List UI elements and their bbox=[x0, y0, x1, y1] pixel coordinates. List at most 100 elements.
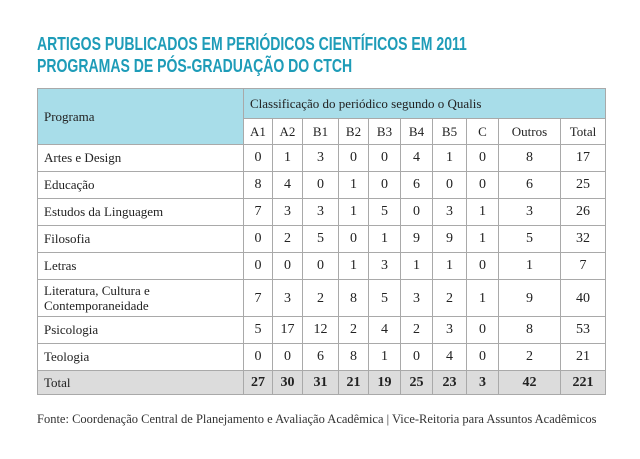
number-cell: 1 bbox=[338, 171, 369, 199]
number-cell: 1 bbox=[432, 144, 467, 172]
number-cell: 7 bbox=[243, 198, 273, 226]
column-header: B2 bbox=[338, 118, 369, 145]
number-cell: 9 bbox=[400, 225, 433, 253]
table-row: Estudos da Linguagem 7 3 3 1 5 0 3 1 3 26 bbox=[37, 198, 607, 226]
number-cell: 9 bbox=[432, 225, 467, 253]
number-cell: 9 bbox=[498, 279, 561, 317]
table-row: Teologia 0 0 6 8 1 0 4 0 2 21 bbox=[37, 343, 607, 371]
number-cell: 0 bbox=[243, 225, 273, 253]
number-cell: 26 bbox=[559, 198, 607, 226]
header-row: A1 A2 B1 B2 B3 B4 B5 C Outros Total bbox=[38, 118, 607, 145]
number-cell: 8 bbox=[498, 144, 561, 172]
number-cell: 221 bbox=[559, 370, 607, 395]
number-cell: 1 bbox=[368, 225, 401, 253]
number-cell: 0 bbox=[302, 171, 339, 199]
number-cell: 3 bbox=[302, 144, 339, 172]
number-cell: 0 bbox=[466, 252, 499, 280]
number-cell: 4 bbox=[272, 171, 303, 199]
number-cell: 1 bbox=[498, 252, 561, 280]
number-cell: 31 bbox=[302, 370, 339, 395]
row-label: Letras bbox=[37, 252, 244, 280]
number-cell: 6 bbox=[400, 171, 433, 199]
row-label: Literatura, Cultura e Contemporaneidade bbox=[37, 279, 244, 317]
number-cell: 4 bbox=[368, 316, 401, 344]
number-cell: 42 bbox=[498, 370, 561, 395]
number-cell: 1 bbox=[338, 252, 369, 280]
column-header: Outros bbox=[498, 118, 561, 145]
number-cell: 4 bbox=[400, 144, 433, 172]
number-cell: 0 bbox=[466, 171, 499, 199]
number-cell: 0 bbox=[338, 225, 369, 253]
number-cell: 2 bbox=[272, 225, 303, 253]
number-cell: 25 bbox=[559, 171, 607, 199]
number-cell: 8 bbox=[243, 171, 273, 199]
number-cell: 0 bbox=[400, 343, 433, 371]
number-cell: 0 bbox=[272, 343, 303, 371]
number-cell: 5 bbox=[368, 198, 401, 226]
row-label: Psicologia bbox=[37, 316, 244, 344]
number-cell: 5 bbox=[368, 279, 401, 317]
column-header: B3 bbox=[368, 118, 401, 145]
row-label: Artes e Design bbox=[37, 144, 244, 172]
column-header: A1 bbox=[243, 118, 273, 145]
source-note: Fonte: Coordenação Central de Planejamen… bbox=[37, 412, 597, 426]
table-row: Educação 8 4 0 1 0 6 0 0 6 25 bbox=[37, 171, 607, 199]
number-cell: 1 bbox=[368, 343, 401, 371]
number-cell: 32 bbox=[559, 225, 607, 253]
number-cell: 0 bbox=[466, 316, 499, 344]
number-cell: 23 bbox=[432, 370, 467, 395]
table-row: Psicologia 5 17 12 2 4 2 3 0 8 53 bbox=[37, 316, 607, 344]
column-header: B5 bbox=[432, 118, 467, 145]
column-header: B4 bbox=[400, 118, 433, 145]
number-cell: 3 bbox=[272, 279, 303, 317]
number-cell: 1 bbox=[466, 225, 499, 253]
number-cell: 19 bbox=[368, 370, 401, 395]
number-cell: 21 bbox=[338, 370, 369, 395]
number-cell: 7 bbox=[559, 252, 607, 280]
number-cell: 2 bbox=[302, 279, 339, 317]
column-header: B1 bbox=[302, 118, 339, 145]
title-line: PROGRAMAS DE PÓS-GRADUAÇÃO DO CTCH bbox=[37, 56, 353, 76]
row-label: Filosofia bbox=[37, 225, 244, 253]
number-cell: 8 bbox=[338, 279, 369, 317]
number-cell: 1 bbox=[432, 252, 467, 280]
number-cell: 0 bbox=[302, 252, 339, 280]
number-cell: 1 bbox=[400, 252, 433, 280]
table: Programa Classificação do periódico segun… bbox=[37, 88, 607, 395]
row-label: Teologia bbox=[37, 343, 244, 371]
number-cell: 8 bbox=[338, 343, 369, 371]
column-header: A2 bbox=[272, 118, 303, 145]
number-cell: 40 bbox=[559, 279, 607, 317]
number-cell: 27 bbox=[243, 370, 273, 395]
number-cell: 5 bbox=[243, 316, 273, 344]
number-cell: 30 bbox=[272, 370, 303, 395]
number-cell: 1 bbox=[466, 279, 499, 317]
number-cell: 3 bbox=[272, 198, 303, 226]
table-row: Filosofia 0 2 5 0 1 9 9 1 5 32 bbox=[37, 225, 607, 253]
column-header: Total bbox=[559, 118, 607, 145]
number-cell: 3 bbox=[368, 252, 401, 280]
number-cell: 6 bbox=[302, 343, 339, 371]
table-row: Literatura, Cultura e Contemporaneidade 7… bbox=[37, 279, 607, 317]
header-cell: Programa bbox=[37, 88, 244, 145]
header-cell: Classificação do periódico segundo o Qua… bbox=[242, 88, 607, 119]
number-cell: 2 bbox=[400, 316, 433, 344]
number-cell: 21 bbox=[559, 343, 607, 371]
row-label: Total bbox=[37, 370, 244, 395]
number-cell: 0 bbox=[338, 144, 369, 172]
number-cell: 7 bbox=[243, 279, 273, 317]
number-cell: 3 bbox=[432, 316, 467, 344]
number-cell: 0 bbox=[243, 144, 273, 172]
number-cell: 25 bbox=[400, 370, 433, 395]
row-label: Estudos da Linguagem bbox=[37, 198, 244, 226]
number-cell: 3 bbox=[498, 198, 561, 226]
table-row: Letras 0 0 0 1 3 1 1 0 1 7 bbox=[37, 252, 607, 280]
number-cell: 0 bbox=[243, 252, 273, 280]
number-cell: 0 bbox=[243, 343, 273, 371]
number-cell: 0 bbox=[400, 198, 433, 226]
number-cell: 0 bbox=[432, 171, 467, 199]
number-cell: 17 bbox=[559, 144, 607, 172]
header-row: Programa Classificação do periódico segun… bbox=[37, 88, 607, 145]
number-cell: 3 bbox=[432, 198, 467, 226]
